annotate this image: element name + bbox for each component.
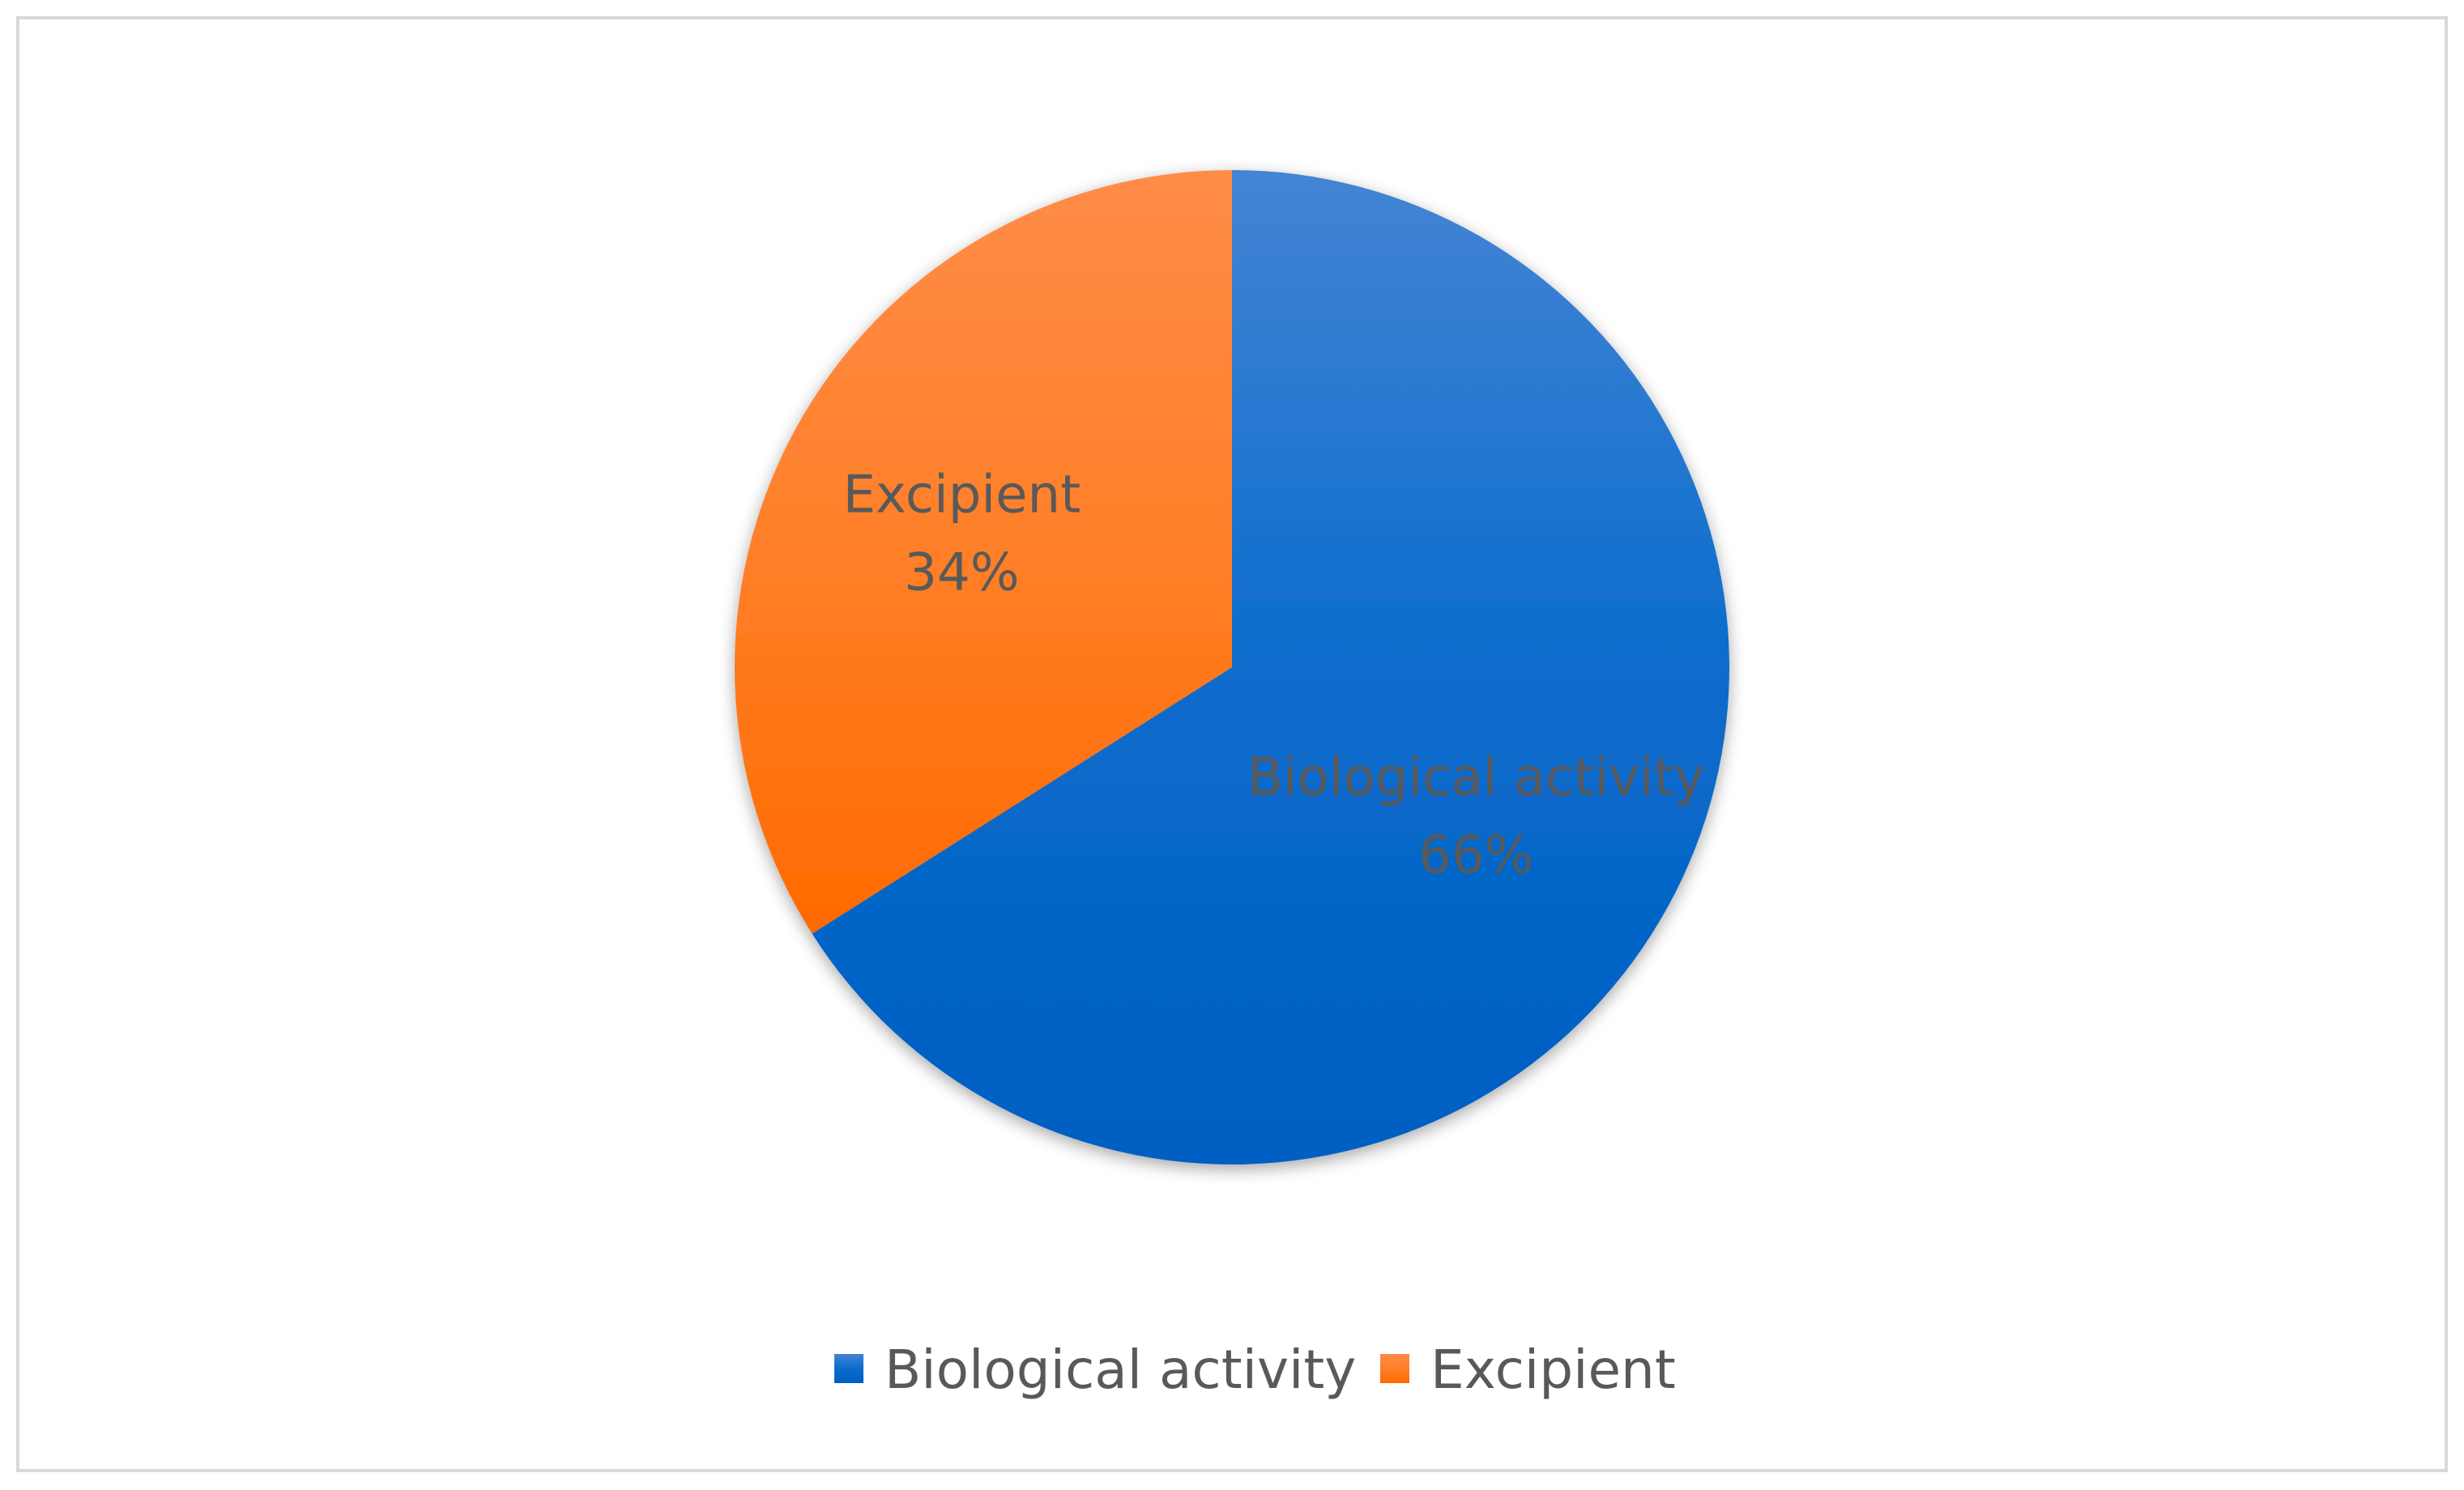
legend-item-excipient: Excipient bbox=[1380, 1339, 1676, 1401]
data-label-value-excipient: 34% bbox=[904, 543, 1019, 603]
legend-swatch-biological-activity bbox=[834, 1354, 863, 1383]
pie-slice-biological-activity bbox=[812, 170, 1729, 1164]
data-label-name-excipient: Excipient bbox=[843, 466, 1081, 526]
pie-slice-excipient bbox=[734, 170, 1232, 934]
legend-label-biological-activity: Biological activity bbox=[885, 1339, 1356, 1401]
legend-swatch-excipient bbox=[1380, 1354, 1409, 1383]
pie-data-labels: Biological activity 66% Excipient 34% bbox=[843, 466, 1705, 886]
pie-slices bbox=[734, 170, 1729, 1164]
legend-label-excipient: Excipient bbox=[1430, 1339, 1676, 1401]
data-label-value-biological-activity: 66% bbox=[1418, 826, 1533, 886]
legend-item-biological-activity: Biological activity bbox=[834, 1339, 1356, 1401]
legend: Biological activity Excipient bbox=[834, 1339, 1676, 1401]
data-label-name-biological-activity: Biological activity bbox=[1247, 748, 1705, 808]
